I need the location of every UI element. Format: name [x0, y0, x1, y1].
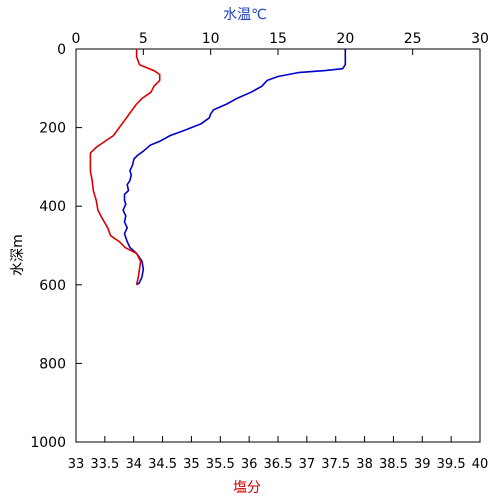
bottom-x-tick-label: 38.5	[379, 457, 408, 472]
bottom-x-tick-label: 35.5	[206, 457, 235, 472]
tick-labels-group: 0 200 400 600 800 1000 0 5 10 15 20 25 30 33 33.5 34 34.…	[30, 31, 489, 472]
bottom-x-tick-label: 38	[356, 457, 373, 472]
plot-frame	[75, 48, 481, 443]
bottom-x-tick-label: 39.5	[437, 457, 466, 472]
series-group	[89, 49, 347, 286]
bottom-x-tick-label: 35	[183, 457, 200, 472]
temperature-profile-line	[122, 49, 347, 286]
bottom-axis-title: 塩分	[233, 480, 261, 496]
y-tick-label: 400	[39, 199, 66, 215]
salinity-profile-line	[89, 49, 161, 285]
y-tick-label: 800	[39, 356, 66, 372]
bottom-x-tick-label: 34.5	[148, 457, 177, 472]
bottom-x-tick-label: 40	[472, 457, 489, 472]
bottom-x-tick-label: 39	[414, 457, 431, 472]
top-x-tick-label: 15	[269, 31, 287, 47]
y-tick-label: 0	[57, 42, 66, 58]
bottom-x-tick-label: 37	[299, 457, 316, 472]
top-x-tick-label: 10	[202, 31, 220, 47]
ticks-group	[75, 48, 481, 443]
bottom-x-tick-label: 36.5	[264, 457, 293, 472]
top-axis-title: 水温℃	[223, 7, 267, 23]
top-x-tick-label: 30	[471, 31, 489, 47]
y-tick-label: 600	[39, 278, 66, 294]
top-x-tick-label: 0	[72, 31, 81, 47]
bottom-x-tick-label: 34	[125, 457, 142, 472]
top-x-tick-label: 20	[336, 31, 354, 47]
top-x-tick-label: 5	[139, 31, 148, 47]
y-tick-label: 1000	[30, 435, 66, 451]
bottom-x-tick-label: 33.5	[90, 457, 119, 472]
bottom-x-tick-label: 33	[68, 457, 85, 472]
bottom-x-tick-label: 37.5	[321, 457, 350, 472]
top-x-tick-label: 25	[404, 31, 422, 47]
y-axis-title: 水深m	[10, 234, 26, 276]
bottom-x-tick-label: 36	[241, 457, 258, 472]
y-tick-label: 200	[39, 121, 66, 137]
